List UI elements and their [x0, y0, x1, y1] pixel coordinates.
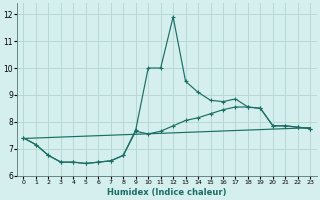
X-axis label: Humidex (Indice chaleur): Humidex (Indice chaleur)	[107, 188, 227, 197]
